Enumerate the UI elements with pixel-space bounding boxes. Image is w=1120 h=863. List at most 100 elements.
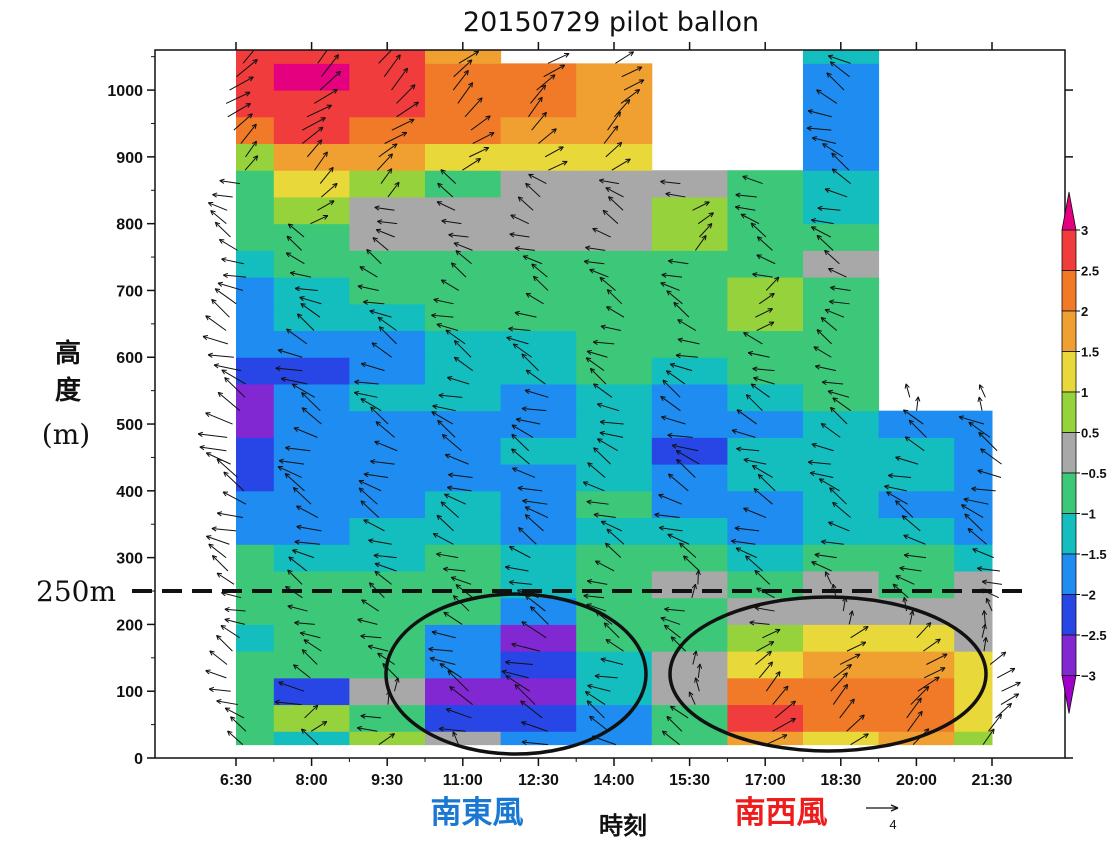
wind-vector xyxy=(284,473,305,492)
wind-vector xyxy=(447,670,470,692)
contour-cell xyxy=(425,303,502,332)
wind-vector-head xyxy=(431,630,437,636)
wind-vector-head xyxy=(511,424,517,430)
wind-vector xyxy=(359,266,378,278)
wind-vector xyxy=(586,501,609,505)
wind-vector-head xyxy=(409,118,415,124)
wind-vector-head xyxy=(829,406,836,413)
wind-vector xyxy=(310,721,328,732)
wind-vector xyxy=(208,543,227,559)
wind-vector xyxy=(207,354,234,358)
wind-vector xyxy=(987,713,1002,732)
wind-vector xyxy=(278,681,305,692)
wind-vector-head xyxy=(274,699,280,705)
wind-vector xyxy=(472,132,495,144)
wind-vector-head xyxy=(216,634,222,641)
wind-vector-head xyxy=(528,173,534,179)
wind-vector xyxy=(431,314,454,318)
wind-vector xyxy=(378,143,398,158)
wind-vector-head xyxy=(329,41,333,46)
wind-vector xyxy=(820,423,841,438)
wind-vector-head xyxy=(354,379,360,385)
wind-vector xyxy=(697,663,701,678)
wind-vector xyxy=(816,329,832,345)
colorbar-label: 2.5 xyxy=(1081,264,1099,279)
wind-vector-head xyxy=(293,664,299,670)
wind-vector xyxy=(734,527,760,532)
contour-cell xyxy=(425,277,502,305)
contour-cell xyxy=(803,410,880,438)
wind-vector-head xyxy=(374,570,380,576)
wind-vector-head xyxy=(514,245,520,252)
wind-vector-head xyxy=(832,501,838,508)
y-axis-label: 高度 (m) xyxy=(42,338,90,451)
contour-cell xyxy=(727,437,804,465)
wind-vector xyxy=(304,704,319,719)
wind-vector-head xyxy=(444,493,450,499)
contour-cell xyxy=(576,490,653,519)
wind-vector-head xyxy=(884,484,890,490)
wind-vector xyxy=(909,610,914,625)
contour-cell xyxy=(273,143,350,171)
wind-vector xyxy=(736,448,760,452)
contour-cell xyxy=(425,544,502,572)
wind-vector xyxy=(599,432,624,438)
wind-vector xyxy=(354,392,378,398)
wind-vector xyxy=(285,447,311,452)
wind-vector xyxy=(673,302,690,318)
colorbar-label: 3 xyxy=(1081,223,1088,238)
wind-vector xyxy=(774,700,796,719)
wind-vector-head xyxy=(606,306,612,312)
wind-vector xyxy=(522,500,548,505)
wind-vector xyxy=(229,76,254,91)
wind-vector xyxy=(293,664,311,679)
wind-vector xyxy=(886,491,908,505)
contour-cell xyxy=(803,277,880,305)
wind-vector xyxy=(209,688,231,692)
wind-vector-head xyxy=(510,214,516,220)
wind-vector xyxy=(429,657,456,665)
contour-cell xyxy=(803,517,880,545)
wind-vector-head xyxy=(831,583,837,590)
wind-vector-head xyxy=(708,212,714,218)
wind-vector xyxy=(848,610,853,625)
wind-vector-head xyxy=(321,720,328,726)
colorbar-label: −2.5 xyxy=(1081,628,1107,643)
wind-vector xyxy=(923,667,946,679)
wind-vector xyxy=(846,641,867,652)
wind-vector xyxy=(811,561,832,572)
wind-vector-head xyxy=(214,288,221,294)
wind-vector xyxy=(370,460,395,465)
wind-vector xyxy=(731,429,756,438)
wind-vector xyxy=(967,528,987,545)
wind-vector xyxy=(806,127,832,131)
wind-vector-head xyxy=(828,521,834,527)
wind-vector-head xyxy=(904,436,911,442)
wind-vector-head xyxy=(827,267,834,273)
wind-vector xyxy=(363,301,385,305)
wind-vector-head xyxy=(506,336,512,342)
contour-cell xyxy=(727,410,804,438)
wind-vector xyxy=(202,335,229,345)
wind-vector xyxy=(453,242,473,251)
contour-cell xyxy=(803,50,880,64)
wind-vector xyxy=(505,661,533,665)
wind-vector xyxy=(525,369,546,385)
contour-cell xyxy=(651,223,728,251)
wind-vector-head xyxy=(468,82,474,88)
wind-vector xyxy=(620,89,640,104)
wind-vector xyxy=(964,513,983,532)
wind-vector-head xyxy=(431,411,437,417)
wind-vector-head xyxy=(846,664,853,670)
colorbar-segment xyxy=(1061,270,1077,312)
contour-cell xyxy=(273,330,350,358)
wind-vector-head xyxy=(586,578,593,585)
wind-vector-head xyxy=(981,623,987,630)
contour-cell xyxy=(236,303,275,332)
wind-vector-head xyxy=(810,217,817,224)
wind-vector xyxy=(884,485,907,492)
wind-vector-head xyxy=(440,169,446,175)
wind-vector-head xyxy=(977,469,983,475)
contour-cell xyxy=(273,651,350,679)
wind-vector-head xyxy=(525,292,532,298)
